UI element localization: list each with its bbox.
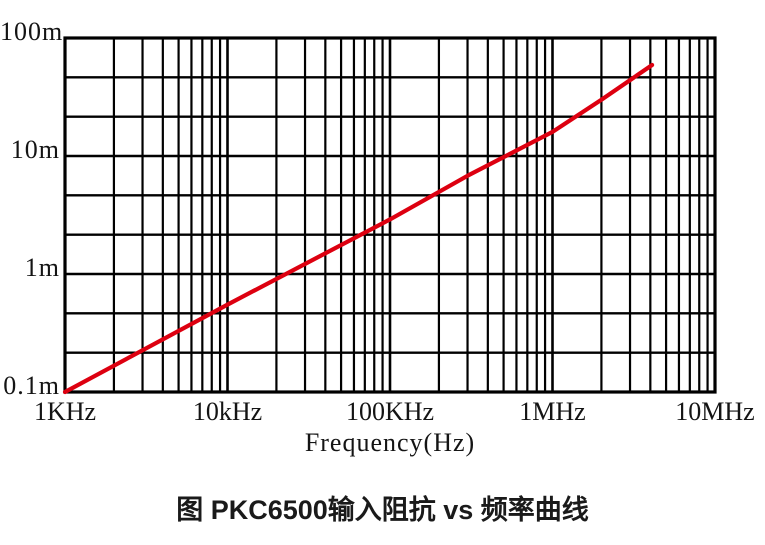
y-tick-label: 0.1m (3, 371, 60, 400)
x-tick-label: 1MHz (519, 397, 586, 426)
x-tick-label: 10kHz (192, 397, 263, 426)
y-tick-label: 100m (0, 17, 64, 46)
x-tick-label: 10MHz (675, 397, 755, 426)
figure-caption: 图 PKC6500输入阻抗 vs 频率曲线 (176, 495, 589, 525)
impedance-chart-plot (62, 36, 717, 395)
x-axis-title: Frequency(Hz) (304, 428, 476, 457)
impedance-curve (62, 62, 655, 395)
x-tick-label: 100KHz (345, 397, 435, 426)
y-tick-label: 1m (24, 253, 60, 282)
y-tick-label: 10m (10, 135, 60, 164)
x-tick-label: 1KHz (33, 397, 97, 426)
plot-border (63, 36, 717, 394)
